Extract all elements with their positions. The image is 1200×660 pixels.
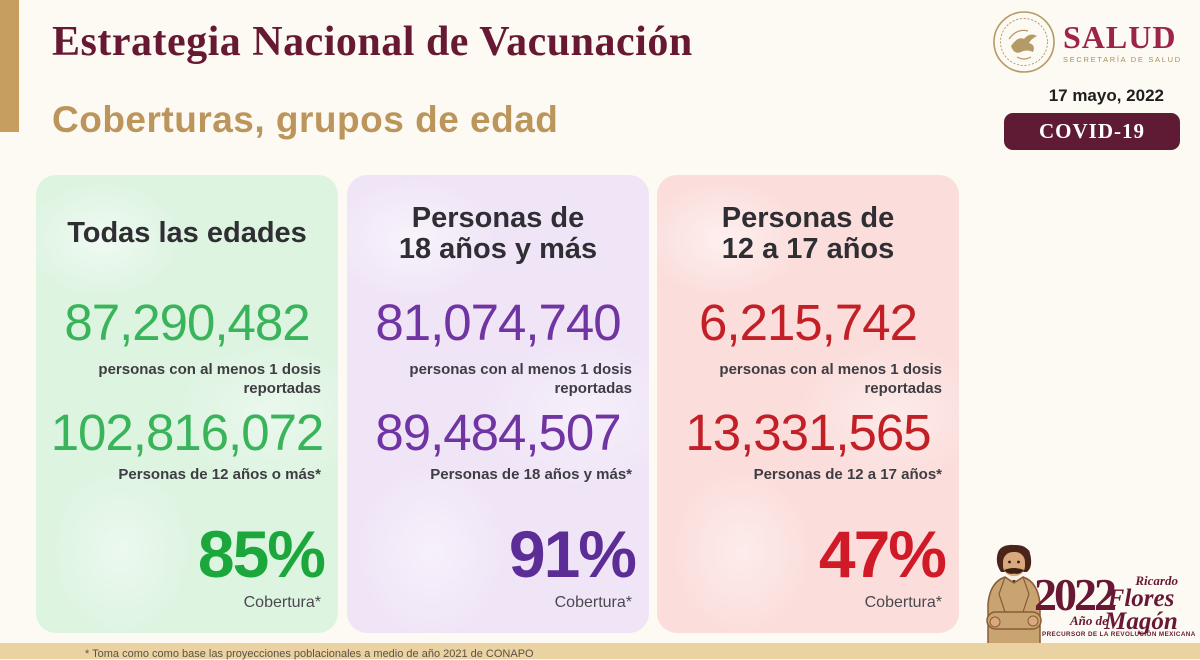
population-value: 13,331,565 — [685, 404, 931, 461]
coverage-label: Cobertura* — [243, 594, 321, 611]
first-dose-caption: personas con al menos 1 dosis reportadas — [409, 361, 632, 397]
coverage-label: Cobertura* — [864, 594, 942, 611]
mexico-coat-of-arms-icon — [993, 11, 1055, 73]
covid-19-badge: COVID-19 — [1004, 113, 1180, 150]
salud-sub-label: SECRETARÍA DE SALUD — [1063, 54, 1182, 64]
coverage-percent: 91% — [508, 517, 637, 591]
first-dose-value: 81,074,740 — [375, 294, 621, 351]
year-2022-label: 2022 — [1034, 569, 1117, 620]
ano-de-label: Año de — [1070, 613, 1108, 628]
card-title: Personas de 18 años y más — [398, 201, 598, 265]
first-dose-caption: personas con al menos 1 dosis reportadas — [98, 361, 321, 397]
first-dose-value: 6,215,742 — [699, 294, 918, 351]
salud-logo: SALUD SECRETARÍA DE SALUD — [992, 10, 1182, 74]
card-title: Personas de 12 a 17 años — [721, 201, 895, 265]
revolucion-tagline-label: PRECURSOR DE LA REVOLUCIÓN MEXICANA — [1042, 631, 1196, 638]
population-value: 89,484,507 — [375, 404, 621, 461]
coverage-percent: 47% — [818, 517, 947, 591]
first-dose-value: 87,290,482 — [64, 294, 310, 351]
footnote-bar: * Toma como como base las proyecciones p… — [0, 643, 1200, 660]
name-flores-label: Flores — [1107, 584, 1175, 612]
page-subtitle: Coberturas, grupos de edad — [52, 99, 559, 140]
population-caption: Personas de 18 años y más* — [430, 466, 632, 483]
name-magon-label: Magón — [1104, 607, 1178, 635]
coverage-label: Cobertura* — [554, 594, 632, 611]
salud-wordmark-block: SALUD SECRETARÍA DE SALUD — [1063, 21, 1182, 64]
coverage-percent: 85% — [197, 517, 326, 591]
card-12-to-17: Personas de 12 a 17 años 6,215,742 perso… — [657, 175, 959, 633]
left-accent-bar — [0, 0, 19, 132]
card-title: Todas las edades — [67, 217, 307, 250]
population-value: 102,816,072 — [50, 404, 325, 461]
flores-magon-name-block: Ricardo Flores Magón — [1102, 573, 1180, 635]
footnote-text: * Toma como como base las proyecciones p… — [85, 648, 534, 660]
ricardo-flores-magon-portrait — [986, 544, 1042, 648]
salud-wordmark: SALUD — [1063, 18, 1177, 55]
name-ricardo-label: Ricardo — [1135, 573, 1178, 588]
population-caption: Personas de 12 a 17 años* — [753, 466, 942, 483]
page-title: Estrategia Nacional de Vacunación — [52, 19, 693, 65]
population-caption: Personas de 12 años o más* — [118, 466, 321, 483]
card-18-and-over: Personas de 18 años y más 81,074,740 per… — [347, 175, 649, 633]
first-dose-caption: personas con al menos 1 dosis reportadas — [719, 361, 942, 397]
date-label: 17 mayo, 2022 — [1048, 86, 1164, 105]
card-all-ages: Todas las edades 87,290,482 personas con… — [36, 175, 338, 633]
